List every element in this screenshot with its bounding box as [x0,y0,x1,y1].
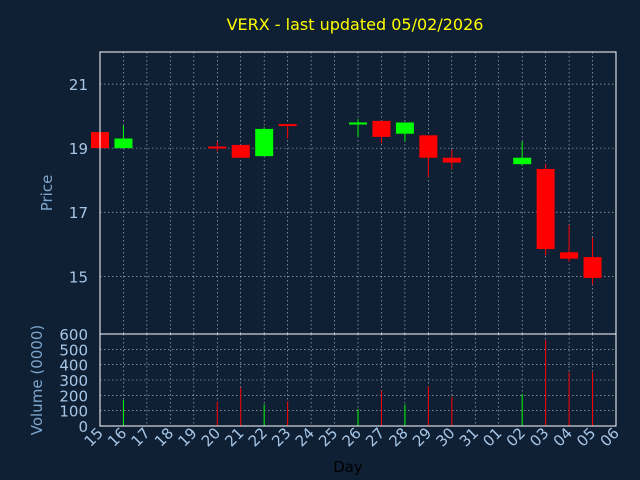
price-axis-label: Price [38,175,56,212]
chart-title: VERX - last updated 05/02/2026 [227,15,484,34]
volume-tick-label: 400 [59,357,88,375]
volume-panel-frame [99,333,617,427]
price-panel: 15 17 19 21 [69,51,617,335]
x-axis: 1516171819202122232425262728293031010203… [81,424,623,450]
candle-body [442,157,461,163]
candle-body [419,135,438,158]
candle-body [114,138,133,149]
volume-tick-label: 0 [78,418,88,436]
candle-body [372,120,391,137]
candle-body [513,157,532,165]
x-axis-label: Day [333,458,363,476]
volume-tick-label: 300 [59,372,88,390]
price-tick-label: 15 [69,268,88,286]
candle-body [560,252,579,259]
price-tick-label: 21 [69,76,88,94]
volume-tick-label: 500 [59,341,88,359]
volume-axis-label: Volume (0000) [28,325,46,435]
candle-body [583,257,602,278]
candle-body [208,146,227,149]
candle-body [395,122,414,134]
candle-body [255,128,274,157]
candle-body [231,144,250,158]
candle-body [536,168,555,250]
volume-tick-label: 600 [59,326,88,344]
price-tick-label: 17 [69,204,88,222]
candle-body [278,124,297,127]
candle-body [349,122,367,125]
price-tick-label: 19 [69,140,88,158]
volume-tick-label: 200 [59,387,88,405]
volume-tick-label: 100 [59,403,88,421]
